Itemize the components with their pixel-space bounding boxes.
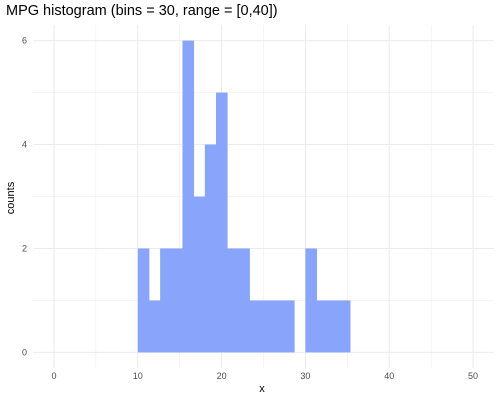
histogram-bar (249, 300, 262, 353)
y-tick-label: 0 (22, 347, 27, 357)
x-tick-label: 50 (468, 371, 478, 381)
y-tick-label: 4 (22, 140, 27, 150)
histogram-bar (316, 300, 329, 353)
histogram-bar (271, 300, 284, 353)
histogram-bar (227, 248, 239, 353)
histogram-bar (216, 92, 228, 353)
histogram-bar (160, 248, 172, 353)
x-tick-label: 40 (384, 371, 394, 381)
x-tick-label: 20 (217, 371, 227, 381)
histogram-bar (171, 248, 183, 353)
histogram-bar (283, 300, 295, 353)
histogram-bar (137, 248, 150, 353)
histogram-bar (260, 300, 273, 353)
histogram-bar (327, 300, 340, 353)
y-axis-ticks: 0 2 4 6 (22, 36, 27, 358)
y-tick-label: 2 (22, 243, 27, 253)
y-axis-title: counts (5, 181, 17, 214)
histogram-bar (338, 300, 351, 353)
histogram-bar (193, 196, 206, 353)
y-tick-label: 6 (22, 36, 27, 46)
x-axis-ticks: 0 10 20 30 40 50 (51, 371, 478, 381)
histogram-bar (305, 248, 317, 353)
x-tick-label: 0 (51, 371, 56, 381)
x-axis-title: x (259, 383, 265, 395)
histogram-bar (204, 144, 217, 353)
histogram-bar (182, 40, 195, 353)
histogram-bars (137, 40, 351, 353)
x-tick-label: 10 (133, 371, 143, 381)
x-tick-label: 30 (300, 371, 310, 381)
chart-title: MPG histogram (bins = 30, range = [0,40]… (6, 3, 278, 19)
histogram-bar (238, 248, 250, 353)
histogram-bar (148, 300, 161, 353)
